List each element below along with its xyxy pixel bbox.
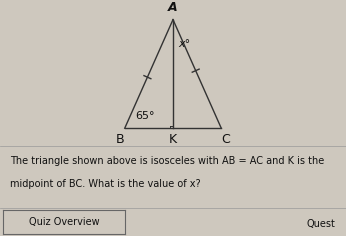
Text: Quiz Overview: Quiz Overview xyxy=(29,217,99,227)
Text: 65°: 65° xyxy=(135,111,155,121)
Text: K: K xyxy=(169,133,177,146)
Text: C: C xyxy=(221,133,230,146)
Text: midpoint of BC. What is the value of x?: midpoint of BC. What is the value of x? xyxy=(10,179,201,189)
Text: A: A xyxy=(168,0,178,14)
Text: Quest: Quest xyxy=(307,219,336,229)
Text: B: B xyxy=(116,133,125,146)
Text: x°: x° xyxy=(178,39,191,49)
Text: The triangle shown above is isosceles with AB = AC and K is the: The triangle shown above is isosceles wi… xyxy=(10,156,325,166)
